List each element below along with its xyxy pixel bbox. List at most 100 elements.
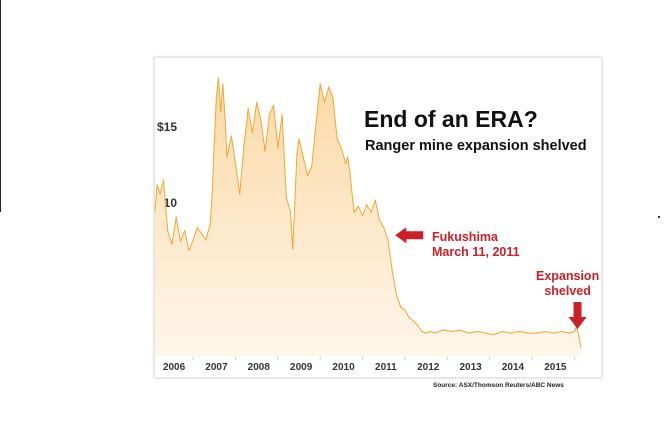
- stray-dot: [658, 216, 660, 218]
- expansion-arrow-icon: [568, 302, 587, 330]
- price-point: [319, 83, 321, 85]
- price-point: [561, 330, 563, 333]
- price-point: [292, 248, 294, 250]
- price-point: [434, 332, 436, 334]
- price-point: [277, 147, 279, 149]
- price-point: [281, 113, 283, 116]
- price-point: [387, 239, 389, 241]
- price-point: [578, 334, 580, 336]
- price-point: [569, 332, 571, 334]
- price-point: [285, 196, 287, 198]
- price-point: [518, 330, 520, 333]
- price-point: [222, 83, 224, 85]
- price-point: [391, 269, 393, 272]
- price-point: [247, 107, 249, 110]
- y-tick-label: $15: [157, 120, 177, 134]
- price-point: [378, 219, 381, 221]
- price-point: [459, 329, 461, 331]
- price-point: [294, 202, 296, 204]
- price-point: [374, 199, 376, 201]
- price-point: [442, 329, 444, 331]
- price-point: [552, 332, 554, 334]
- price-point: [467, 332, 470, 334]
- price-point: [389, 254, 391, 256]
- price-point: [353, 211, 355, 213]
- price-point: [215, 95, 218, 97]
- price-point: [220, 110, 222, 113]
- x-tick-label: 2013: [459, 362, 482, 373]
- price-point: [154, 210, 156, 212]
- price-point: [544, 330, 546, 333]
- price-point: [184, 230, 186, 232]
- price-point: [535, 332, 537, 334]
- x-tick-label: 2006: [163, 362, 186, 373]
- price-point: [234, 162, 237, 165]
- chart-subtitle: Ranger mine expansion shelved: [365, 138, 587, 154]
- price-point: [336, 138, 338, 140]
- x-tick-label: 2007: [205, 362, 228, 373]
- fukushima-arrow-icon: [395, 227, 424, 244]
- price-point: [501, 330, 503, 333]
- price-point: [226, 156, 228, 158]
- price-point: [256, 101, 258, 103]
- price-point: [370, 211, 372, 213]
- price-point: [211, 193, 213, 195]
- price-point: [383, 227, 385, 229]
- price-point: [527, 332, 529, 334]
- x-tick-label: 2014: [502, 362, 525, 373]
- price-point: [298, 138, 300, 140]
- price-point: [171, 243, 173, 246]
- price-point: [264, 150, 266, 152]
- price-point: [289, 211, 292, 213]
- price-point: [395, 294, 398, 296]
- price-point: [179, 240, 182, 242]
- left-border-line: [0, 0, 1, 212]
- price-point: [188, 249, 190, 252]
- price-point: [311, 165, 313, 168]
- price-point: [251, 132, 254, 134]
- price-point: [201, 233, 203, 235]
- fukushima-annotation-line-1: Fukushima: [432, 230, 498, 244]
- price-point: [573, 330, 576, 333]
- price-point: [315, 123, 317, 125]
- price-point: [209, 223, 211, 226]
- price-point: [493, 334, 495, 336]
- price-point: [429, 330, 431, 333]
- price-point: [349, 172, 351, 174]
- price-point: [296, 153, 298, 155]
- price-point: [580, 346, 582, 348]
- x-tick-label: 2015: [544, 362, 567, 373]
- expansion-annotation-line-1: Expansion: [536, 269, 600, 283]
- chart-title: End of an ERA?: [364, 106, 538, 132]
- price-area-fill: [155, 77, 581, 357]
- price-point: [196, 227, 198, 229]
- fukushima-annotation-line-2: March 11, 2011: [432, 245, 520, 259]
- price-point: [476, 330, 478, 333]
- price-point: [417, 324, 419, 327]
- x-axis: 2006 2007 2008 2009 2010 2011 2012 2013 2014 2015: [163, 357, 575, 373]
- price-point: [484, 332, 487, 334]
- x-tick-label: 2010: [332, 362, 355, 373]
- price-point: [366, 204, 368, 206]
- price-point: [213, 141, 215, 143]
- price-point: [260, 120, 262, 122]
- x-tick-label: 2011: [375, 362, 397, 373]
- expansion-annotation-line-2: shelved: [544, 284, 591, 298]
- price-point: [400, 306, 402, 308]
- price-point: [175, 216, 177, 218]
- price-point: [345, 162, 347, 165]
- x-tick-label: 2012: [417, 362, 440, 373]
- price-point: [192, 239, 194, 241]
- price-point: [239, 193, 241, 195]
- price-point: [230, 135, 232, 137]
- x-tick-label: 2009: [290, 362, 313, 373]
- price-point: [162, 179, 165, 181]
- price-point: [302, 156, 304, 158]
- price-point: [408, 317, 410, 319]
- price-point: [347, 156, 349, 158]
- fukushima-annotation: Fukushima March 11, 2011: [432, 230, 520, 260]
- price-point: [268, 113, 270, 116]
- price-point: [340, 147, 343, 149]
- price-point: [510, 332, 512, 334]
